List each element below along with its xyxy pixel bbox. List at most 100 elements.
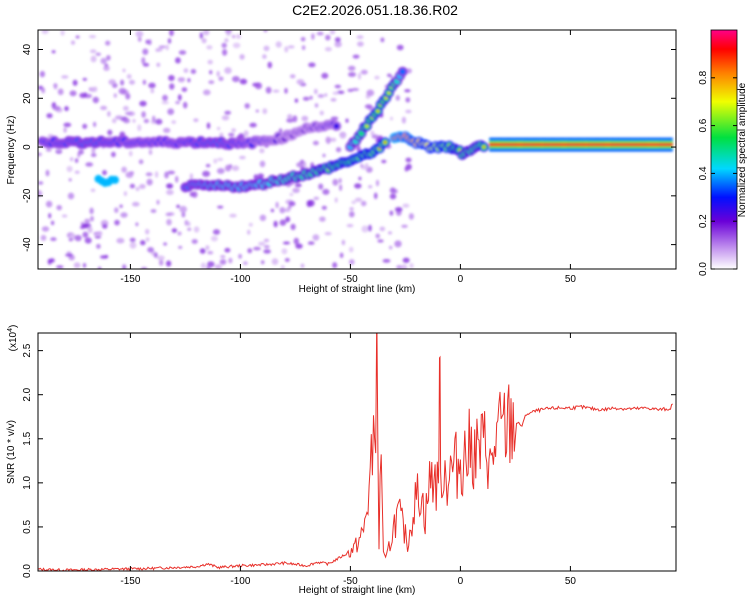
spectrogram-noise-cell [312, 140, 319, 146]
spectrogram-noise-cell [329, 137, 337, 142]
spectrogram-cell [512, 143, 517, 147]
spectrogram-noise-cell [209, 70, 213, 75]
spectrogram-noise-cell [114, 207, 119, 213]
spectrogram-noise-cell [90, 188, 96, 192]
spectrogram-noise-cell [90, 215, 94, 222]
spectrogram-noise-cell [107, 111, 111, 117]
x-tick-label: -150 [120, 274, 140, 285]
y-tick-label: 0.0 [22, 564, 33, 578]
spectrogram-noise-cell [207, 59, 213, 65]
spectrogram-noise-cell [374, 75, 380, 80]
spectrogram-cell [583, 143, 588, 147]
spectrogram-noise-cell [360, 200, 367, 207]
snr-y-axis: 0.0 0.5 1.0 1.5 2.0 2.5 [22, 343, 676, 578]
spectrogram-noise-cell [285, 216, 291, 223]
spectrogram-noise-cell [259, 148, 265, 154]
spectrogram-noise-cell [339, 252, 344, 259]
x-tick-label: -100 [230, 576, 250, 587]
spectrogram-noise-cell [54, 85, 57, 90]
spectrogram-noise-cell [69, 157, 74, 162]
spectrogram-noise-cell [287, 45, 295, 49]
spectrogram-cell [521, 143, 526, 147]
spectrogram-y-label: Frequency (Hz) [6, 116, 17, 185]
spectrogram-noise-cell [380, 37, 385, 43]
spectrogram-noise-cell [334, 41, 342, 48]
y-tick-label: 1.0 [22, 475, 33, 489]
spectrogram-noise-cell [348, 72, 356, 77]
spectrogram-noise-cell [308, 62, 316, 68]
spectrogram-frame [37, 29, 677, 270]
spectrogram-noise-cell [216, 70, 220, 77]
spectrogram-noise-cell [231, 165, 240, 171]
spectrogram-noise-cell [74, 158, 79, 163]
spectrogram-noise-cell [183, 101, 188, 109]
spectrogram-noise-cell [257, 173, 265, 179]
x-tick-label: -100 [230, 274, 250, 285]
spectrogram-noise-cell [90, 55, 97, 63]
spectrogram-cell [606, 143, 611, 147]
spectrogram-noise-cell [312, 234, 320, 241]
spectrogram-noise-cell [404, 89, 411, 93]
spectrogram-cell [568, 143, 573, 147]
spectrogram-noise-cell [368, 224, 372, 232]
spectrogram-noise-cell [346, 224, 354, 228]
spectrogram-noise-cell [88, 35, 97, 39]
spectrogram-noise-cell [219, 132, 224, 138]
snr-panel: -150 -100 -50 0 50 0.0 0.5 1.0 1.5 2.0 2.5 Height… [6, 325, 677, 596]
spectrogram-noise-cell [318, 183, 324, 190]
spectrogram-noise-cell [89, 49, 97, 54]
spectrogram-cell [597, 143, 602, 147]
spectrogram-noise-cell [217, 157, 224, 162]
spectrogram-noise-cell [332, 262, 338, 269]
spectrogram-noise-cell [139, 100, 147, 107]
spectrogram-noise-cell [165, 44, 169, 51]
y-tick-label: -40 [22, 237, 33, 252]
colorbar-label: Normalized spectral amplitude [737, 82, 748, 217]
spectrogram-noise-cell [120, 212, 128, 218]
spectrogram-cell [609, 143, 614, 147]
spectrogram-noise-cell [95, 52, 102, 56]
spectrogram-noise-cell [175, 175, 179, 183]
spectrogram-noise-cell [102, 224, 108, 229]
spectrogram-noise-cell [254, 82, 263, 90]
spectrogram-cell [547, 143, 552, 147]
spectrogram-cell [624, 143, 629, 147]
spectrogram-noise-cell [224, 67, 232, 74]
spectrogram-cell [639, 143, 644, 147]
spectrogram-noise-cell [56, 265, 64, 269]
spectrogram-noise-cell [232, 76, 240, 83]
spectrogram-noise-cell [38, 152, 42, 157]
spectrogram-noise-cell [212, 229, 221, 235]
spectrogram-cell [615, 143, 620, 147]
spectrogram-noise-cell [193, 118, 199, 122]
spectrogram-noise-cell [142, 48, 149, 55]
spectrogram-noise-cell [263, 245, 270, 249]
spectrogram-cell [365, 124, 369, 128]
spectrogram-noise-cell [141, 111, 146, 118]
spectrogram-noise-cell [339, 133, 346, 139]
spectrogram-noise-cell [322, 153, 326, 158]
spectrogram-noise-cell [382, 259, 391, 263]
spectrogram-noise-cell [357, 72, 362, 80]
spectrogram-noise-cell [82, 123, 88, 129]
spectrogram-noise-cell [207, 261, 215, 268]
spectrogram-noise-cell [289, 192, 294, 197]
spectrogram-noise-cell [258, 241, 266, 246]
spectrogram-noise-cell [349, 211, 355, 218]
spectrogram-noise-cell [356, 35, 364, 39]
spectrogram-cell [556, 143, 561, 147]
spectrogram-noise-cell [129, 79, 135, 85]
spectrogram-noise-cell [137, 124, 142, 132]
spectrogram-noise-cell [202, 170, 211, 177]
spectrogram-noise-cell [51, 50, 56, 54]
spectrogram-noise-cell [166, 189, 174, 195]
spectrogram-noise-cell [118, 87, 127, 95]
spectrogram-noise-cell [152, 115, 156, 123]
spectrogram-noise-cell [366, 89, 375, 97]
spectrogram-noise-cell [78, 149, 84, 155]
spectrogram-noise-cell [106, 55, 111, 61]
spectrogram-noise-cell [347, 88, 354, 92]
spectrogram-noise-cell [221, 42, 227, 49]
spectrogram-noise-cell [334, 37, 341, 43]
